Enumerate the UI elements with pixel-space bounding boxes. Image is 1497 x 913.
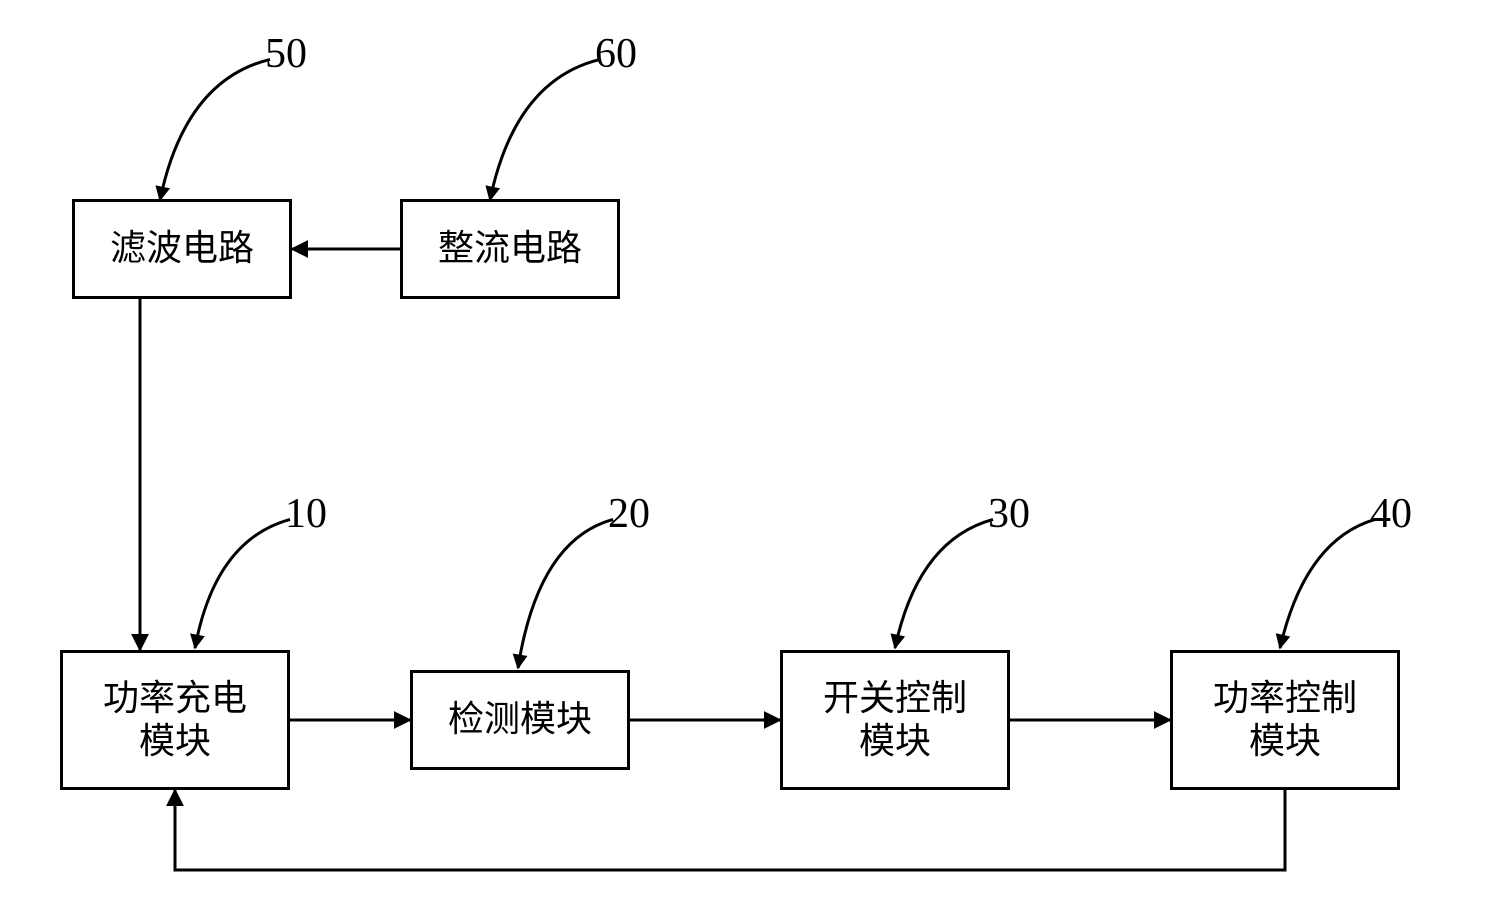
edge-n40-n10	[175, 790, 1285, 870]
node-n40: 功率控制 模块	[1170, 650, 1400, 790]
ref-label-60: 60	[595, 30, 637, 78]
ref-label-50: 50	[265, 30, 307, 78]
node-n10: 功率充电 模块	[60, 650, 290, 790]
ref-pointer-40	[1280, 519, 1375, 648]
ref-label-10: 10	[285, 490, 327, 538]
node-label: 检测模块	[448, 698, 592, 741]
node-label: 开关控制 模块	[823, 677, 967, 763]
node-n30: 开关控制 模块	[780, 650, 1010, 790]
ref-pointer-10	[195, 519, 290, 648]
node-label: 功率充电 模块	[103, 677, 247, 763]
ref-pointer-60	[490, 59, 600, 200]
node-label: 滤波电路	[110, 227, 254, 270]
node-n60: 整流电路	[400, 199, 620, 299]
node-n50: 滤波电路	[72, 199, 292, 299]
ref-label-20: 20	[608, 490, 650, 538]
node-n20: 检测模块	[410, 670, 630, 770]
diagram-canvas: 滤波电路 50 整流电路 60 功率充电 模块 10 检测模块 20 开关控制 模块 30 功率控制…	[0, 0, 1497, 913]
ref-pointer-30	[895, 519, 993, 648]
ref-label-30: 30	[988, 490, 1030, 538]
node-label: 整流电路	[438, 227, 582, 270]
node-label: 功率控制 模块	[1213, 677, 1357, 763]
ref-label-40: 40	[1370, 490, 1412, 538]
ref-pointer-50	[160, 59, 270, 200]
ref-pointer-20	[518, 519, 613, 668]
